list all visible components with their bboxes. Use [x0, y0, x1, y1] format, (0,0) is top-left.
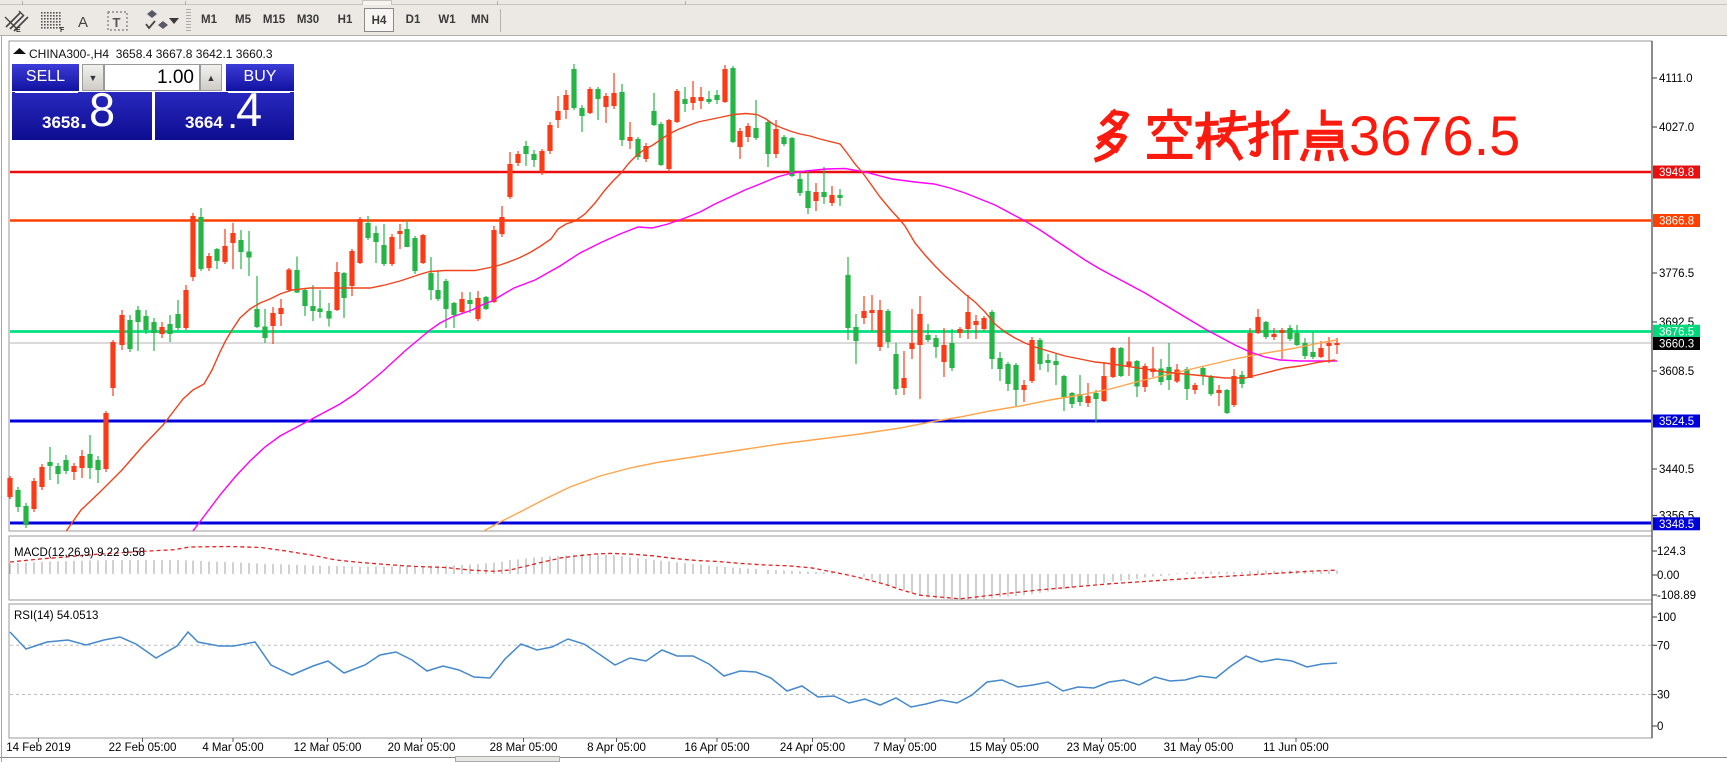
svg-text:F: F	[60, 27, 65, 34]
svg-text:3676.5: 3676.5	[1349, 104, 1520, 167]
svg-text:30: 30	[1657, 690, 1670, 702]
svg-text:-108.89: -108.89	[1657, 590, 1696, 602]
svg-text:T: T	[113, 15, 121, 30]
svg-text:4111.0: 4111.0	[1659, 73, 1692, 85]
svg-text:0.00: 0.00	[1657, 570, 1679, 582]
svg-text:3949.8: 3949.8	[1659, 167, 1694, 179]
svg-text:4 Mar 05:00: 4 Mar 05:00	[202, 742, 263, 754]
svg-text:12 Mar 05:00: 12 Mar 05:00	[294, 742, 362, 754]
svg-text:3776.5: 3776.5	[1659, 268, 1694, 280]
svg-text:20 Mar 05:00: 20 Mar 05:00	[388, 742, 456, 754]
svg-text:100: 100	[1657, 612, 1676, 624]
svg-text:RSI(14) 54.0513: RSI(14) 54.0513	[14, 610, 98, 622]
svg-text:A: A	[78, 14, 88, 31]
svg-text:3676.5: 3676.5	[1659, 326, 1694, 338]
svg-text:31 May 05:00: 31 May 05:00	[1164, 742, 1234, 754]
svg-text:16 Apr 05:00: 16 Apr 05:00	[684, 742, 749, 754]
svg-text:MACD(12,26,9) 9.22 9.58: MACD(12,26,9) 9.22 9.58	[14, 547, 145, 559]
svg-text:3440.5: 3440.5	[1659, 464, 1694, 476]
svg-text:3608.5: 3608.5	[1659, 366, 1694, 378]
svg-text:3866.8: 3866.8	[1659, 216, 1694, 228]
svg-text:28 Mar 05:00: 28 Mar 05:00	[490, 742, 558, 754]
svg-text:23 May 05:00: 23 May 05:00	[1067, 742, 1137, 754]
svg-text:3660.3: 3660.3	[1659, 339, 1694, 351]
svg-text:70: 70	[1657, 640, 1670, 652]
svg-text:CHINA300-,H4 3658.4 3667.8 36: CHINA300-,H4 3658.4 3667.8 3642.1 3660.3	[29, 47, 273, 61]
svg-text:11 Jun 05:00: 11 Jun 05:00	[1263, 742, 1329, 754]
svg-text:24 Apr 05:00: 24 Apr 05:00	[780, 742, 845, 754]
svg-text:0: 0	[1657, 721, 1663, 733]
svg-text:22 Feb 05:00: 22 Feb 05:00	[109, 742, 177, 754]
svg-text:4027.0: 4027.0	[1659, 122, 1694, 134]
svg-text:3348.5: 3348.5	[1659, 519, 1694, 531]
svg-text:3524.5: 3524.5	[1659, 416, 1694, 428]
svg-text:124.3: 124.3	[1657, 546, 1686, 558]
svg-text:8 Apr 05:00: 8 Apr 05:00	[587, 742, 646, 754]
svg-text:7 May 05:00: 7 May 05:00	[873, 742, 936, 754]
svg-text:15 May 05:00: 15 May 05:00	[969, 742, 1039, 754]
svg-text:E: E	[16, 27, 21, 34]
svg-text:14 Feb 2019: 14 Feb 2019	[6, 742, 71, 754]
